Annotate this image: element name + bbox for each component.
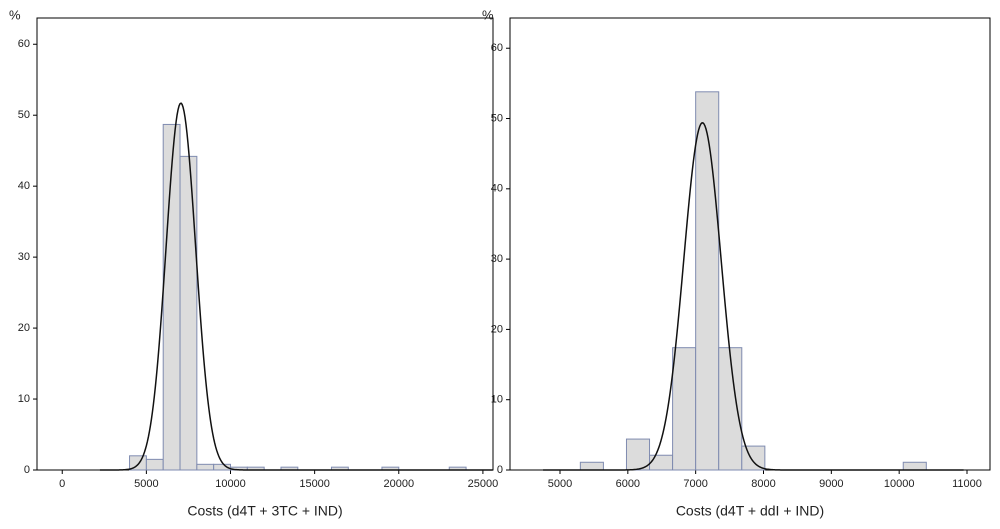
bar xyxy=(649,454,674,471)
plot-frame xyxy=(509,17,991,471)
y-axis-unit: % xyxy=(482,7,494,22)
y-tick-label: 30 xyxy=(18,251,30,263)
x-tick-label: 6000 xyxy=(616,478,640,490)
normal-curve xyxy=(543,122,964,471)
x-tick-label: 5000 xyxy=(548,478,572,490)
y-tick-label: 60 xyxy=(18,38,30,50)
y-tick-label: 60 xyxy=(491,42,503,54)
bar xyxy=(672,347,697,471)
bar xyxy=(625,438,651,471)
x-tick-label: 10000 xyxy=(884,478,915,490)
x-tick-label: 11000 xyxy=(952,478,982,490)
y-tick-label: 20 xyxy=(18,322,30,334)
bar xyxy=(145,458,164,471)
bar xyxy=(695,91,720,471)
y-tick-label: 30 xyxy=(491,253,503,265)
bar xyxy=(196,463,215,471)
x-tick-label: 8000 xyxy=(751,478,775,490)
x-tick-label: 25000 xyxy=(468,478,499,490)
bar xyxy=(902,461,927,471)
y-tick-label: 0 xyxy=(497,464,503,476)
bar xyxy=(741,445,766,471)
y-tick-label: 20 xyxy=(491,323,503,335)
x-tick-label: 5000 xyxy=(134,478,158,490)
x-tick-label: 0 xyxy=(59,478,65,490)
x-tick-label: 20000 xyxy=(383,478,414,490)
bar xyxy=(179,155,198,471)
y-tick-label: 40 xyxy=(491,183,503,195)
bar xyxy=(579,461,604,471)
bar xyxy=(718,347,743,471)
x-tick-label: 7000 xyxy=(683,478,707,490)
x-tick-label: 9000 xyxy=(819,478,843,490)
y-axis-unit: % xyxy=(9,7,21,22)
y-tick-label: 10 xyxy=(18,393,30,405)
y-tick-label: 50 xyxy=(18,109,30,121)
x-axis-title: Costs (d4T + 3TC + IND) xyxy=(187,503,342,519)
plot-frame xyxy=(36,17,494,471)
x-axis-title: Costs (d4T + ddI + IND) xyxy=(676,503,824,519)
y-tick-label: 50 xyxy=(491,112,503,124)
x-tick-label: 15000 xyxy=(299,478,330,490)
normal-curve xyxy=(99,102,493,471)
y-tick-label: 0 xyxy=(24,464,30,476)
y-tick-label: 40 xyxy=(18,180,30,192)
y-tick-label: 10 xyxy=(491,394,503,406)
x-tick-label: 10000 xyxy=(215,478,246,490)
